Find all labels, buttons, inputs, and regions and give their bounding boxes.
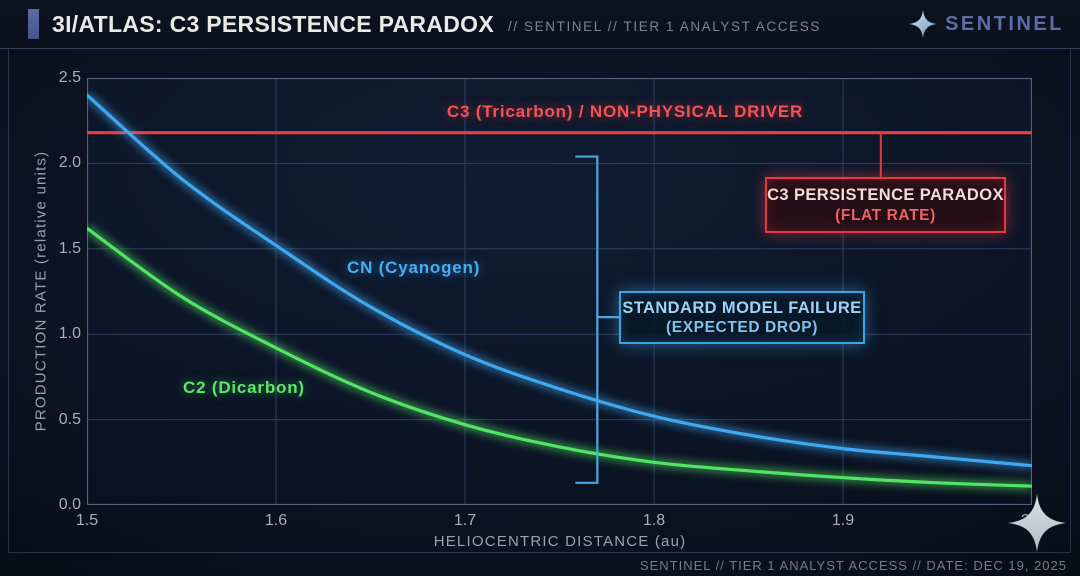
- series-label-c2: C2 (Dicarbon): [183, 378, 305, 397]
- series-label-cn: CN (Cyanogen): [347, 258, 481, 277]
- y-tick-label: 1.0: [58, 325, 81, 343]
- x-tick-label: 1.6: [264, 512, 288, 529]
- x-tick-label: 1.5: [75, 512, 99, 529]
- brand-logo: SENTINEL: [909, 10, 1064, 38]
- plot-border: [87, 78, 1032, 505]
- sentinel-star-icon: [909, 10, 938, 38]
- x-tick-label: 1.9: [831, 512, 855, 529]
- plot-background: [87, 78, 1032, 505]
- header-subtitle: // SENTINEL // TIER 1 ANALYST ACCESS: [507, 18, 821, 34]
- model-failure-callout: STANDARD MODEL FAILURE (EXPECTED DROP): [619, 291, 865, 344]
- series-label-c3: C3 (Tricarbon) / NON-PHYSICAL DRIVER: [446, 102, 804, 121]
- brand-name: SENTINEL: [945, 12, 1064, 35]
- failure-bracket: [575, 155, 599, 484]
- y-tick-label: 0.5: [58, 410, 81, 428]
- c3-paradox-callout-subtitle: (FLAT RATE): [835, 206, 936, 224]
- curve-cn: [87, 93, 1032, 468]
- c3-paradox-callout-title: C3 PERSISTENCE PARADOX: [767, 185, 1004, 204]
- model-failure-callout-subtitle: (EXPECTED DROP): [666, 318, 818, 336]
- sparkle-icon: [1008, 494, 1066, 552]
- y-axis-title: PRODUCTION RATE (relative units): [32, 150, 50, 432]
- title-accent-bar: [28, 9, 39, 39]
- y-tick-label: 2.0: [58, 154, 81, 172]
- line-chart: [87, 78, 1032, 505]
- x-tick-label: 1.7: [453, 512, 477, 529]
- c3-paradox-callout: C3 PERSISTENCE PARADOX (FLAT RATE): [765, 177, 1006, 233]
- x-tick-label: 1.8: [642, 512, 666, 529]
- chart-panel: [8, 49, 1071, 553]
- y-tick-label: 2.5: [58, 69, 81, 86]
- curve-c2: [87, 226, 1032, 488]
- y-tick-label: 1.5: [58, 239, 81, 257]
- model-failure-callout-title: STANDARD MODEL FAILURE: [622, 298, 862, 317]
- footer-classification: SENTINEL // TIER 1 ANALYST ACCESS // DAT…: [639, 558, 1067, 573]
- x-axis-title: HELIOCENTRIC DISTANCE (au): [433, 533, 687, 550]
- y-tick-label: 0.0: [58, 496, 81, 513]
- header: 3I/ATLAS: C3 PERSISTENCE PARADOX // SENT…: [0, 0, 1080, 49]
- page-title: 3I/ATLAS: C3 PERSISTENCE PARADOX: [52, 10, 494, 37]
